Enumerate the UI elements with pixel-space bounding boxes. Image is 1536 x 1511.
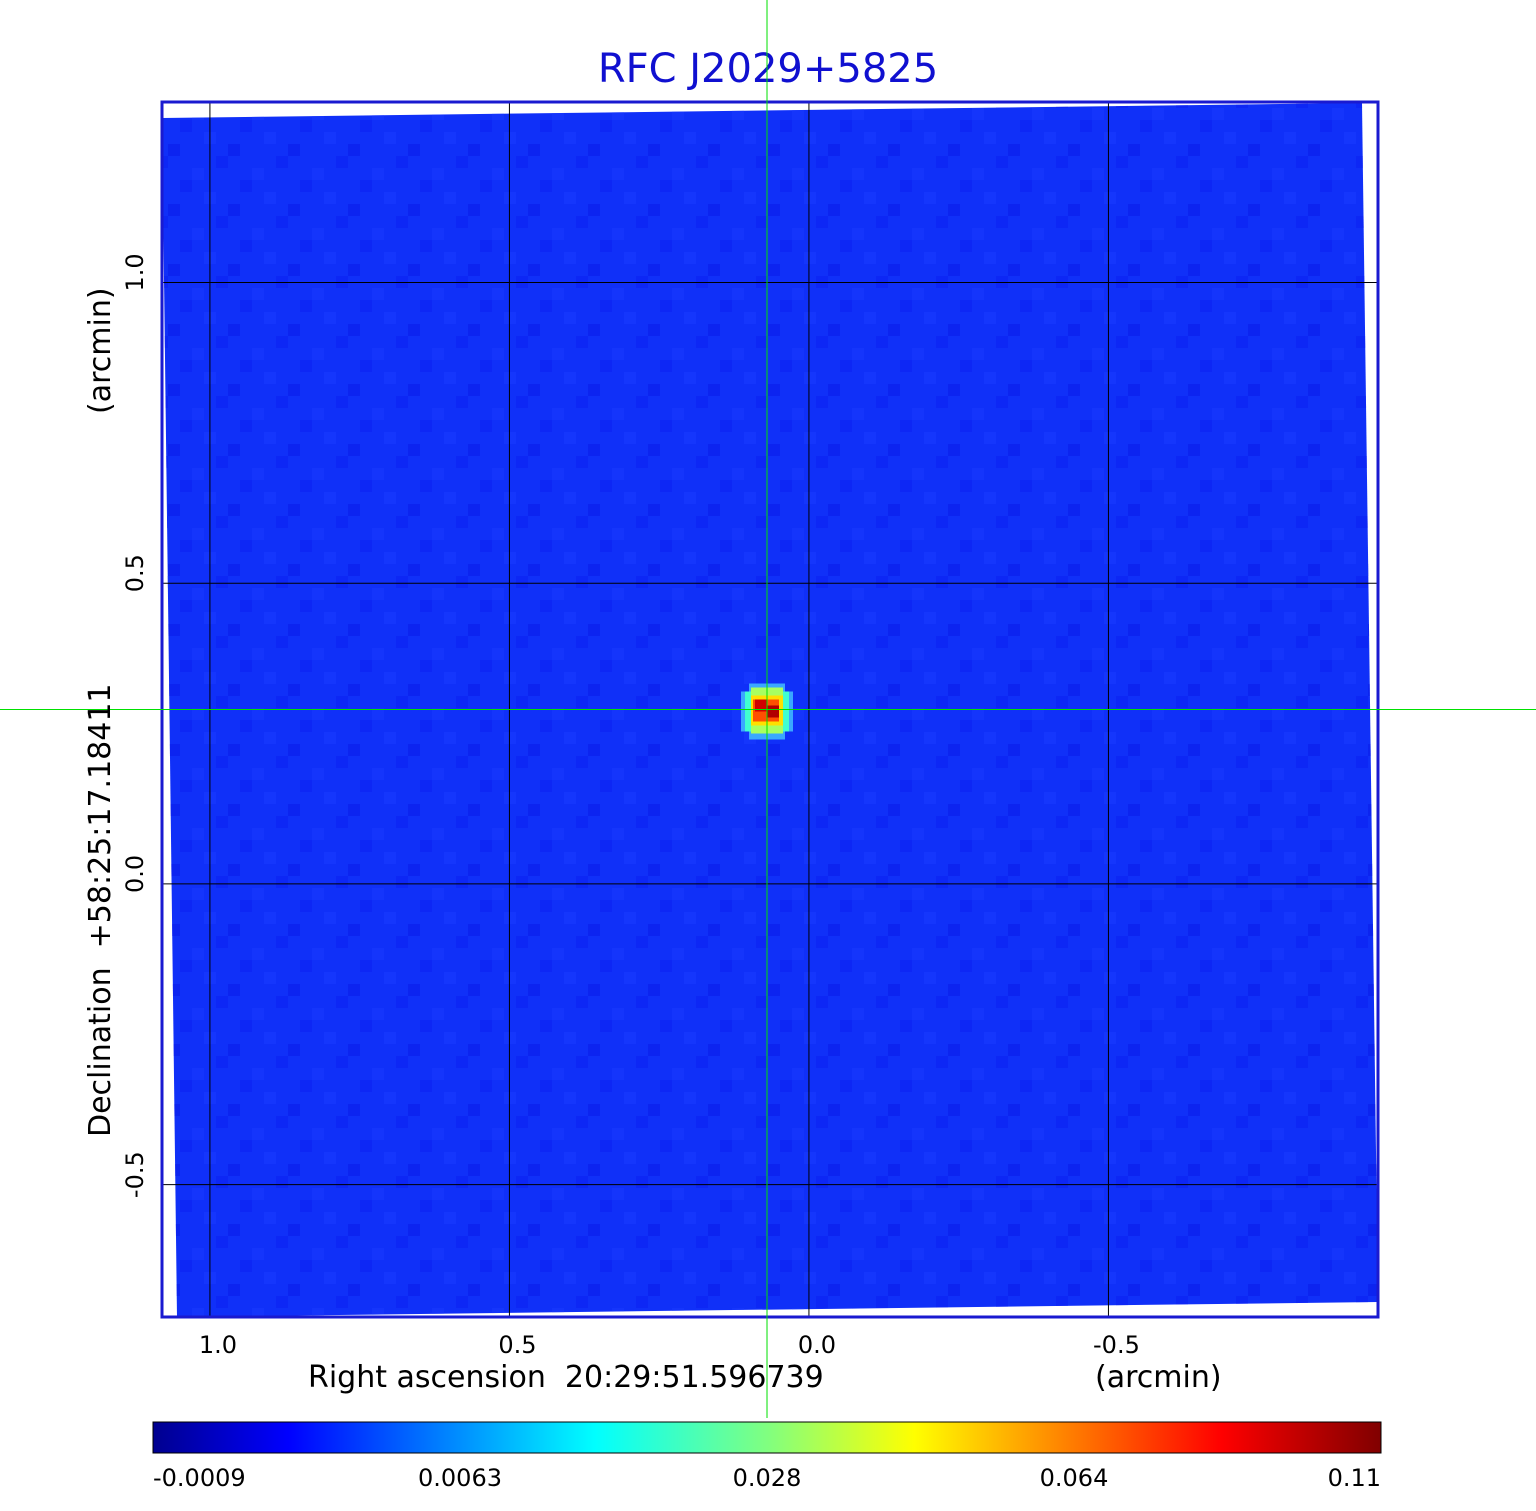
x-tick-label-3: -0.5 [1093,1331,1140,1359]
x-axis-unit: (arcmin) [1095,1360,1222,1395]
colorbar-tick-label-3: 0.064 [1040,1464,1109,1492]
y-tick-label-3: -0.5 [121,1151,149,1198]
colorbar-tick-label-0: -0.0009 [153,1464,246,1492]
grid-lines [162,102,1378,1317]
y-tick-label-0: 1.0 [121,253,149,291]
colorbar: -0.0009 0.0063 0.028 0.064 0.11 [152,1421,1382,1492]
y-tick-label-2: 0.0 [121,855,149,893]
crosshair [0,0,1536,1418]
x-axis-ticks: 1.0 0.5 0.0 -0.5 [199,1331,1140,1359]
x-tick-label-0: 1.0 [199,1331,237,1359]
x-axis-label: Right ascension 20:29:51.596739 [308,1360,824,1395]
source-pixel-7 [767,705,780,718]
source-pixel-6 [755,699,768,712]
chart-title: RFC J2029+5825 [598,46,938,92]
y-tick-label-1: 0.5 [121,554,149,592]
x-tick-label-1: 0.5 [498,1331,536,1359]
plot-area [0,0,1536,1418]
colorbar-tick-label-4: 0.11 [1328,1464,1381,1492]
y-axis-ticks: 1.0 0.5 0.0 -0.5 [121,253,149,1198]
y-axis-label: Declination +58:25:17.18411 [83,683,118,1137]
colorbar-tick-label-1: 0.0063 [418,1464,502,1492]
colorbar-gradient [152,1421,1382,1454]
y-axis-unit: (arcmin) [83,287,118,414]
colorbar-ticks: -0.0009 0.0063 0.028 0.064 0.11 [153,1464,1381,1492]
colorbar-tick-label-2: 0.028 [733,1464,802,1492]
x-tick-label-2: 0.0 [798,1331,836,1359]
